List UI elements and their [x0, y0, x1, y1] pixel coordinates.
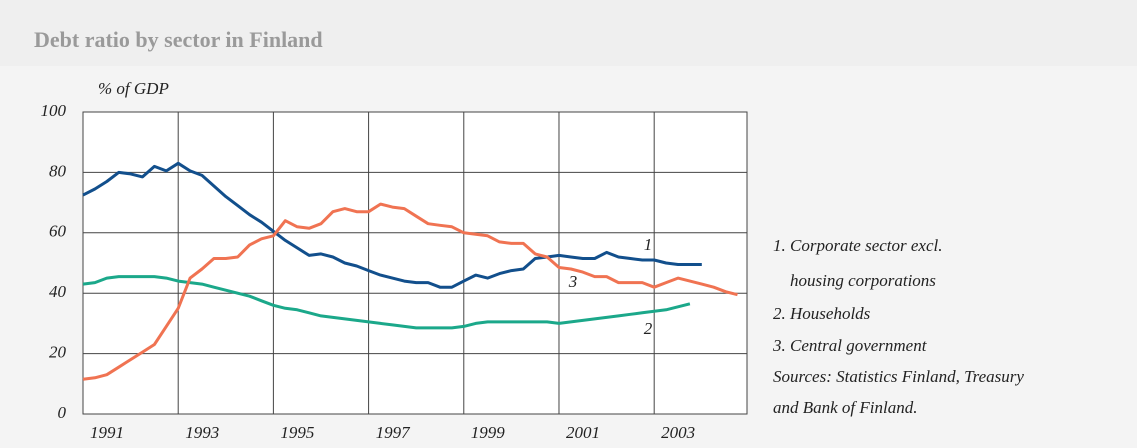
series-label: 3	[568, 272, 578, 291]
y-tick-label: 20	[49, 343, 67, 362]
series-line	[82, 275, 691, 330]
x-tick-label: 1997	[376, 423, 412, 442]
y-tick-label: 80	[49, 161, 67, 180]
note: housing corporations	[790, 271, 936, 290]
y-tick-label: 40	[49, 282, 67, 301]
y-axis-label: % of GDP	[98, 79, 169, 98]
series-label: 1	[644, 235, 653, 254]
x-tick-label: 1995	[280, 423, 314, 442]
series-line	[82, 161, 702, 289]
note: 3. Central government	[772, 336, 928, 355]
x-tick-label: 2001	[566, 423, 600, 442]
x-tick-label: 1993	[185, 423, 219, 442]
note: 2. Households	[773, 304, 871, 323]
x-tick-label: 1991	[90, 423, 124, 442]
series-label: 2	[644, 319, 653, 338]
y-tick-label: 100	[41, 101, 67, 120]
x-tick-label: 1999	[471, 423, 506, 442]
y-tick-label: 60	[49, 222, 67, 241]
note: Sources: Statistics Finland, Treasury	[773, 367, 1024, 386]
note: and Bank of Finland.	[773, 398, 917, 417]
plot-border	[82, 111, 748, 415]
y-tick-label: 0	[58, 403, 67, 422]
note: 1. Corporate sector excl.	[773, 236, 943, 255]
chart-title: Debt ratio by sector in Finland	[34, 27, 323, 52]
series-line	[82, 202, 738, 381]
x-tick-label: 2003	[661, 423, 695, 442]
plot-area	[83, 112, 747, 414]
